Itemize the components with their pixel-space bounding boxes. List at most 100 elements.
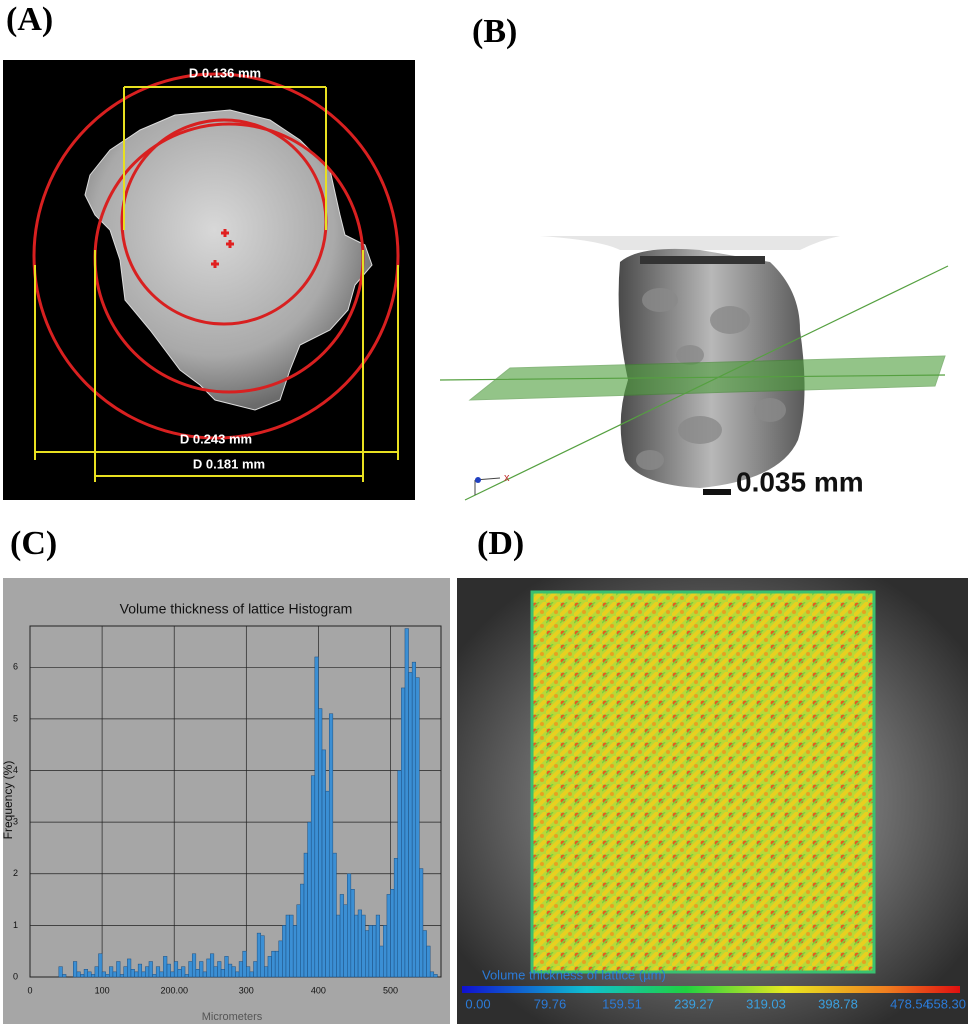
lattice-map [532, 592, 874, 972]
bar [210, 954, 214, 977]
bar [250, 972, 254, 977]
bar [315, 657, 319, 977]
axis-label: x [504, 472, 510, 484]
bar [73, 962, 77, 977]
bar [354, 915, 358, 977]
bar [293, 925, 297, 977]
panel-label: (C) [10, 525, 57, 562]
bar [409, 672, 413, 977]
dimension-label: D 0.243 mm [180, 431, 252, 446]
bar [300, 884, 304, 977]
bar [326, 791, 330, 977]
colorbar [462, 986, 960, 993]
bar [394, 858, 398, 977]
bar [131, 969, 135, 977]
x-tick-label: 500 [383, 985, 398, 995]
bar [102, 972, 106, 977]
bar [387, 894, 391, 977]
bar [362, 915, 366, 977]
bar [156, 967, 160, 977]
bar [127, 959, 131, 977]
bar [160, 972, 164, 977]
bar [62, 974, 66, 977]
bar [275, 951, 279, 977]
bar [279, 941, 283, 977]
bar [405, 629, 409, 977]
bar [214, 967, 218, 977]
bar [322, 750, 326, 977]
bar [163, 956, 167, 977]
bar [419, 869, 423, 977]
bar [124, 967, 128, 977]
bar [257, 933, 261, 977]
bar [333, 853, 337, 977]
bar [185, 974, 189, 977]
bar [203, 972, 207, 977]
x-tick-label: 400 [311, 985, 326, 995]
bar [95, 967, 99, 977]
chart-title: Volume thickness of lattice Histogram [120, 601, 353, 617]
bar [383, 925, 387, 977]
bar [167, 964, 171, 977]
scale-bar [703, 489, 731, 495]
bar [181, 967, 185, 977]
bar [189, 962, 193, 977]
bar [246, 967, 250, 977]
bar [109, 967, 113, 977]
bar [434, 974, 438, 977]
strut-top [640, 256, 765, 264]
colorbar-label: 478.54 [890, 996, 930, 1011]
bar [344, 905, 348, 977]
bar [106, 974, 110, 977]
bar [145, 967, 149, 977]
bar [84, 969, 88, 977]
colorbar-label: 0.00 [465, 996, 490, 1011]
bar [178, 969, 182, 977]
bar [308, 822, 312, 977]
bar [153, 974, 157, 977]
x-axis-label: Micrometers [202, 1011, 263, 1023]
bar [373, 925, 377, 977]
dimension-label: D 0.136 mm [189, 65, 261, 80]
bar [228, 964, 232, 977]
bar [365, 931, 369, 977]
bar [77, 972, 81, 977]
bar [391, 889, 395, 977]
scale-label: 0.035 mm [736, 466, 864, 497]
bar [423, 931, 427, 977]
bar [135, 972, 139, 977]
bar [171, 972, 175, 977]
panel-label: (B) [472, 13, 517, 50]
x-tick-label: 0 [27, 985, 32, 995]
colorbar-label: 398.78 [818, 996, 858, 1011]
bar [91, 974, 95, 977]
y-tick-label: 0 [13, 971, 18, 981]
bar [243, 951, 247, 977]
bar [282, 925, 286, 977]
panel-label: (D) [477, 525, 524, 562]
bar [297, 905, 301, 977]
bar [120, 974, 124, 977]
bar [261, 936, 265, 977]
bar [264, 967, 268, 977]
bar [192, 954, 196, 977]
bar [254, 962, 258, 977]
bar [88, 972, 92, 977]
bar [99, 954, 103, 977]
bar [80, 974, 84, 977]
bar [196, 969, 200, 977]
bar [351, 889, 355, 977]
y-axis-label: Frequency (%) [1, 761, 15, 840]
bar [142, 972, 146, 977]
bar [113, 972, 117, 977]
figure: (A) (B) (C) (D) D 0.136 mm D 0.243 mm D … [0, 0, 968, 1024]
bar [268, 956, 272, 977]
bar [286, 915, 290, 977]
histogram: 01234560100200.00300400500 [13, 626, 441, 995]
bar [207, 959, 211, 977]
y-tick-label: 1 [13, 920, 18, 930]
bar [199, 962, 203, 977]
bar [138, 964, 142, 977]
bar [236, 972, 240, 977]
bar [398, 771, 402, 977]
